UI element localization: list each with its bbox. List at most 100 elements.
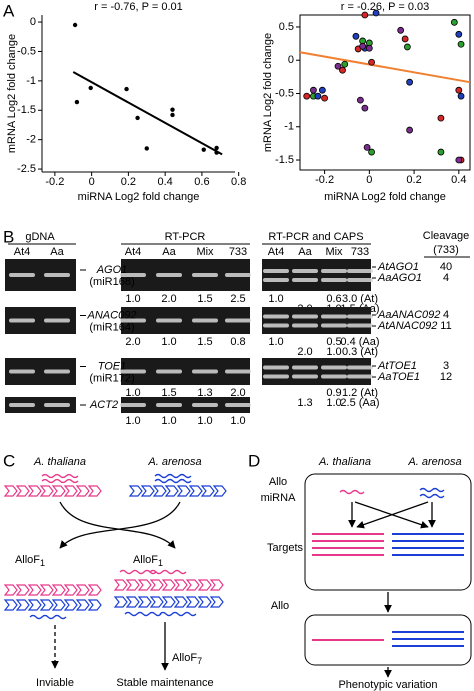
outcome-label: Phenotypic variation [338, 679, 437, 691]
quant-value: 1.0 [161, 336, 176, 348]
gel-band [44, 273, 70, 277]
x-tick-label: 0 [366, 174, 372, 186]
point [397, 26, 405, 34]
mirna-label: (miR172) [89, 372, 134, 384]
point [201, 147, 206, 152]
gel-header: gDNA [25, 231, 55, 243]
quant-value: 0.3 (At) [342, 346, 378, 358]
gel-image [5, 397, 76, 413]
quant-value: 0.9 [326, 387, 341, 399]
gel-band [347, 278, 373, 282]
fate-label: Inviable [36, 677, 74, 689]
x-tick-label: 0 [89, 176, 95, 188]
gel-band [292, 278, 318, 282]
quant-value: 1.0 [268, 336, 283, 348]
quant-value: 0.6 [326, 293, 341, 305]
point [310, 86, 317, 94]
cleavage-count: 4 [443, 309, 449, 321]
species-label: A. arenosa [147, 456, 201, 468]
mirna-wave [339, 489, 365, 495]
quant-value: 2.5 [230, 293, 245, 305]
point [74, 99, 80, 105]
gel-band [9, 369, 35, 374]
quant-value: 2.5 (Aa) [340, 397, 379, 409]
x-tick-label: -0.2 [315, 174, 334, 186]
lane-label: At4 [14, 246, 31, 258]
point [170, 112, 175, 118]
x-tick-label: 0.8 [231, 176, 246, 188]
point [88, 85, 93, 91]
gel-band [321, 269, 347, 273]
offspring-label-sub: 1 [40, 558, 45, 568]
gel-band [263, 365, 289, 370]
point [314, 92, 322, 100]
generation-label-sub: 7 [197, 656, 202, 666]
gel-band [156, 318, 182, 323]
allele-label: AaAGO1 [377, 272, 422, 284]
quant-value: 1.3 [297, 397, 312, 409]
y-axis-label: mRNA Log2 fold change [262, 33, 274, 152]
mirna-wave [419, 487, 445, 493]
gel-image [262, 259, 371, 291]
gel-band [321, 278, 347, 282]
gel-band [263, 314, 289, 319]
gel-band [156, 273, 182, 277]
quant-value: 2.0 [297, 346, 312, 358]
gel-band [321, 365, 347, 370]
gene-label: AGO1 [96, 264, 128, 276]
gene-cluster [128, 485, 227, 497]
point [352, 32, 360, 40]
point [334, 62, 342, 70]
quant-value: 1.5 [161, 387, 176, 399]
gel-band [292, 269, 318, 273]
point [144, 146, 149, 151]
species-label: A. thaliana [33, 456, 86, 468]
x-axis-label: miRNA Log2 fold change [78, 191, 200, 203]
gel-band [44, 403, 70, 407]
mirna-wave [154, 473, 192, 479]
point [365, 44, 373, 52]
row-label: Allo [269, 476, 287, 488]
point [303, 92, 311, 100]
species-label: A. arenosa [407, 456, 461, 468]
gel-band [321, 314, 347, 319]
gel-band [9, 318, 35, 323]
gel-band [347, 314, 373, 319]
gel-band [192, 403, 218, 407]
gel-band [292, 365, 318, 370]
box [304, 473, 472, 591]
y-tick-label: 0 [288, 54, 294, 66]
allele-label: AaTOE1 [377, 371, 420, 383]
gel-band [120, 273, 146, 277]
gel-band [347, 269, 373, 273]
x-tick-label: 0.4 [451, 174, 466, 186]
y-tick-label: -1 [26, 75, 36, 87]
row-label: Targets [267, 542, 304, 554]
offspring-label-text: AlloF [15, 554, 40, 566]
x-axis-label: miRNA Log2 fold change [324, 191, 446, 203]
quant-value: 2.0 [230, 387, 245, 399]
generation-label: AlloF7 [172, 652, 202, 666]
quant-value: 1.5 [197, 336, 212, 348]
lane-label: 733 [229, 246, 247, 258]
x-tick-label: -0.2 [45, 176, 64, 188]
point [361, 11, 369, 19]
point [437, 114, 445, 122]
y-tick-label: -2.5 [17, 163, 36, 175]
point [170, 107, 175, 112]
arrow [59, 501, 181, 549]
quant-value: 1.0 [161, 415, 176, 427]
fate-label: Stable maintenance [116, 677, 213, 689]
cleavage-count: 3 [443, 360, 449, 372]
mirna-label: (miR168) [89, 276, 134, 288]
point [450, 18, 458, 26]
gene-cluster [3, 584, 102, 596]
gene-cluster [113, 596, 224, 608]
panel-label: D [248, 451, 260, 470]
gene-label: ANAC092 [87, 309, 137, 321]
quant-value: 1.0 [125, 387, 140, 399]
gel-band [192, 318, 218, 323]
arrow [59, 501, 176, 549]
point [321, 94, 329, 102]
